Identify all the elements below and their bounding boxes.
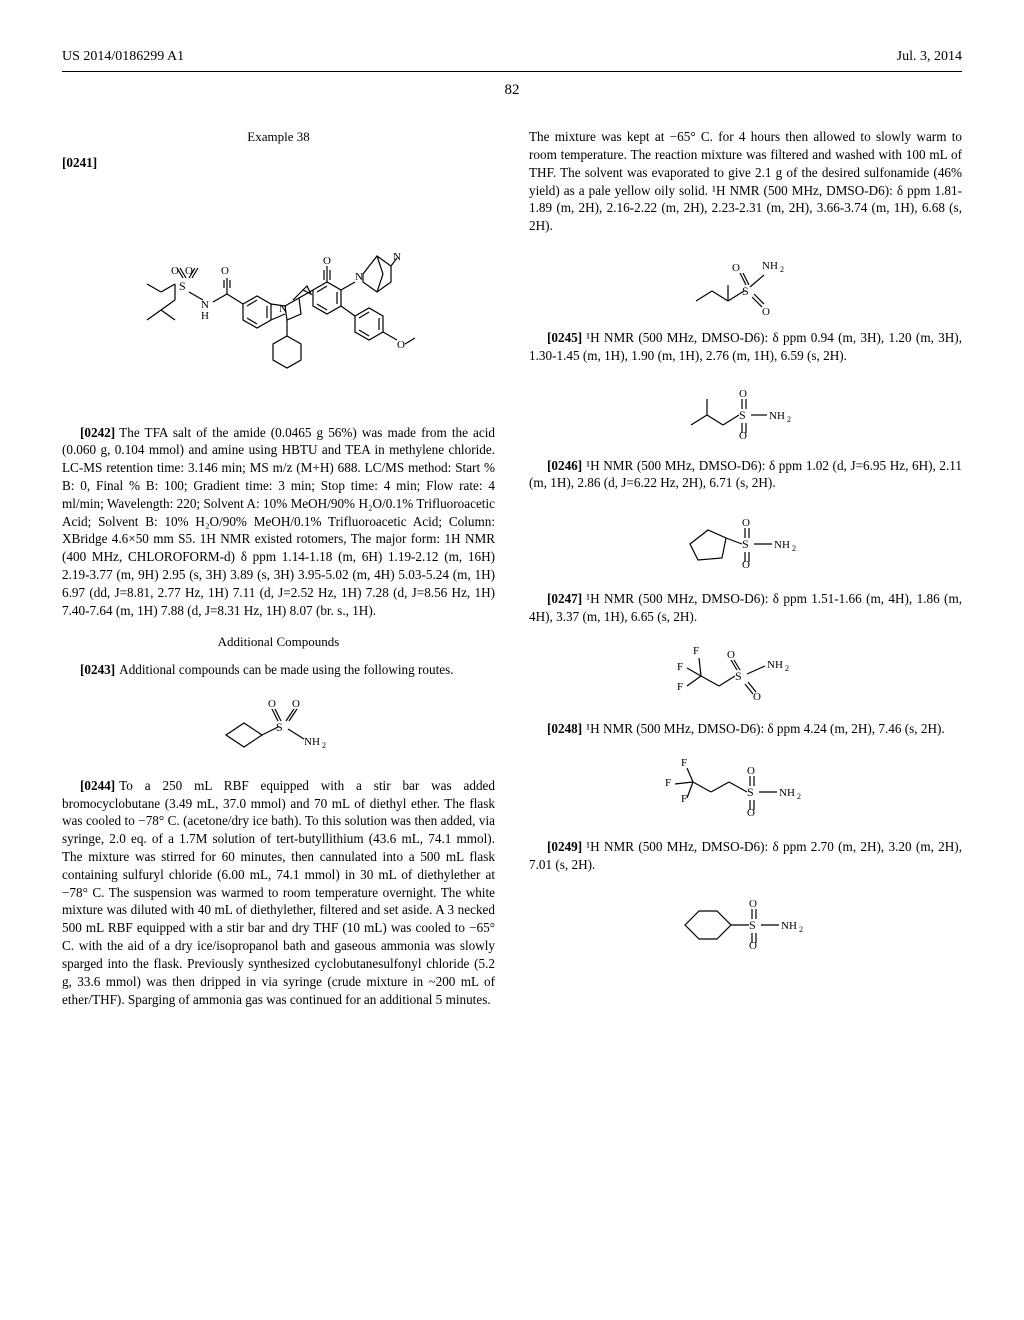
svg-text:F: F (693, 645, 699, 657)
two-column-layout: Example 38 [0241] O O (62, 128, 962, 1018)
svg-text:O: O (762, 306, 770, 317)
svg-text:O: O (749, 898, 757, 910)
paragraph-0248: [0248] ¹H NMR (500 MHz, DMSO-D6): δ ppm 4… (529, 720, 962, 738)
svg-text:F: F (677, 661, 683, 673)
page: US 2014/0186299 A1 Jul. 3, 2014 82 Examp… (0, 0, 1024, 1320)
para-num-0245: [0245] (547, 330, 582, 345)
svg-text:S: S (739, 408, 746, 422)
paragraph-0246: [0246]¹H NMR (500 MHz, DMSO-D6): δ ppm 1… (529, 457, 962, 493)
para-num-0249: [0249] (547, 839, 582, 854)
structure-cf3ch2-sulfonamide: F F F S O O NH (529, 636, 962, 708)
paragraph-0249: [0249]¹H NMR (500 MHz, DMSO-D6): δ ppm 2… (529, 838, 962, 874)
svg-text:NH: NH (769, 410, 785, 422)
structure-cf3-propyl-sulfonamide: F F F S O O (529, 748, 962, 826)
para-0245-text: ¹H NMR (500 MHz, DMSO-D6): δ ppm 0.94 (m… (529, 330, 962, 363)
svg-text:O: O (292, 698, 300, 710)
svg-text:F: F (677, 681, 683, 693)
header-divider (62, 71, 962, 72)
publication-number: US 2014/0186299 A1 (62, 48, 184, 67)
paragraph-0242: [0242]The TFA salt of the amide (0.0465 … (62, 424, 495, 620)
svg-text:F: F (665, 777, 671, 789)
svg-text:S: S (276, 720, 283, 734)
paragraph-0245: [0245]¹H NMR (500 MHz, DMSO-D6): δ ppm 0… (529, 329, 962, 365)
svg-text:NH: NH (781, 920, 797, 932)
para-0248-text: ¹H NMR (500 MHz, DMSO-D6): δ ppm 4.24 (m… (586, 721, 945, 736)
structure-isobutyl-sulfonamide: S O O NH 2 (529, 375, 962, 445)
svg-text:O: O (221, 265, 229, 277)
para-0243-text: Additional compounds can be made using t… (119, 662, 453, 677)
svg-text:NH: NH (304, 736, 320, 748)
para-num-0248: [0248] (547, 721, 582, 736)
structure-example38: O O S N H (62, 182, 495, 412)
svg-text:O: O (185, 265, 193, 277)
para-0242-text: The TFA salt of the amide (0.0465 g 56%)… (62, 425, 495, 618)
svg-text:F: F (681, 793, 687, 805)
paragraph-top-continuation: The mixture was kept at −65° C. for 4 ho… (529, 128, 962, 235)
document-header: US 2014/0186299 A1 Jul. 3, 2014 (62, 48, 962, 67)
svg-text:O: O (397, 339, 405, 351)
svg-text:O: O (742, 517, 750, 529)
svg-text:H: H (201, 310, 209, 322)
structure-secbutyl-sulfonamide: S NH 2 O O (529, 245, 962, 317)
svg-text:2: 2 (797, 792, 801, 801)
paragraph-0244: [0244]To a 250 mL RBF equipped with a st… (62, 777, 495, 1009)
para-0249-text: ¹H NMR (500 MHz, DMSO-D6): δ ppm 2.70 (m… (529, 839, 962, 872)
svg-text:O: O (323, 255, 331, 267)
para-num-0244: [0244] (80, 778, 115, 793)
paragraph-0247: [0247]¹H NMR (500 MHz, DMSO-D6): δ ppm 1… (529, 590, 962, 626)
svg-text:NH: NH (762, 260, 778, 272)
para-num-0246: [0246] (547, 458, 582, 473)
svg-text:O: O (171, 265, 179, 277)
structure-cyclopentyl-sulfonamide: S O O NH 2 (529, 502, 962, 578)
publication-date: Jul. 3, 2014 (897, 48, 962, 67)
svg-text:2: 2 (322, 741, 326, 750)
svg-text:O: O (753, 691, 761, 703)
para-0246-text: ¹H NMR (500 MHz, DMSO-D6): δ ppm 1.02 (d… (529, 458, 962, 491)
svg-text:S: S (179, 279, 186, 293)
paragraph-0243: [0243] Additional compounds can be made u… (62, 661, 495, 679)
para-num-0243: [0243] (80, 662, 115, 677)
svg-text:2: 2 (785, 664, 789, 673)
example-title: Example 38 (62, 128, 495, 146)
svg-text:2: 2 (780, 265, 784, 274)
svg-text:F: F (681, 757, 687, 769)
para-num-0242: [0242] (80, 425, 115, 440)
structure-cyclobutyl-sulfonamide: S O O NH 2 (62, 689, 495, 765)
paragraph-0241: [0241] (62, 154, 495, 172)
svg-text:NH: NH (774, 539, 790, 551)
svg-text:NH: NH (767, 659, 783, 671)
right-column: The mixture was kept at −65° C. for 4 ho… (529, 128, 962, 1018)
svg-text:S: S (747, 785, 754, 799)
para-num-0241: [0241] (62, 155, 97, 170)
svg-text:S: S (742, 537, 749, 551)
svg-text:NH: NH (779, 787, 795, 799)
svg-text:O: O (739, 388, 747, 400)
svg-text:S: S (742, 284, 749, 298)
svg-text:O: O (732, 262, 740, 274)
svg-text:2: 2 (787, 415, 791, 424)
svg-text:S: S (749, 918, 756, 932)
para-num-0247: [0247] (547, 591, 582, 606)
para-0244-text: To a 250 mL RBF equipped with a stir bar… (62, 778, 495, 1007)
svg-text:S: S (735, 669, 742, 683)
left-column: Example 38 [0241] O O (62, 128, 495, 1018)
page-number: 82 (62, 80, 962, 100)
svg-text:2: 2 (792, 544, 796, 553)
svg-text:O: O (268, 698, 276, 710)
para-0247-text: ¹H NMR (500 MHz, DMSO-D6): δ ppm 1.51-1.… (529, 591, 962, 624)
svg-text:N: N (355, 271, 363, 283)
svg-text:O: O (747, 765, 755, 777)
svg-text:O: O (727, 649, 735, 661)
additional-compounds-heading: Additional Compounds (62, 633, 495, 651)
svg-text:2: 2 (799, 925, 803, 934)
structure-cyclohexyl-sulfonamide: S O O NH 2 (529, 883, 962, 963)
